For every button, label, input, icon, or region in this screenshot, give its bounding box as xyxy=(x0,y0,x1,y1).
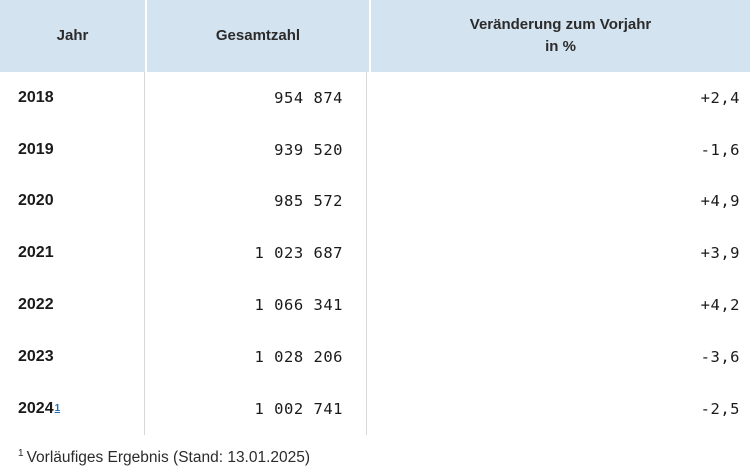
footnote-marker: 1 xyxy=(18,448,24,459)
footnote: 1 Vorläufiges Ergebnis (Stand: 13.01.2025… xyxy=(18,448,310,467)
table-row: 2022 1 066 341 +4,2 xyxy=(0,279,750,331)
total-cell: 985 572 xyxy=(145,175,367,228)
table-row: 2018 954 874 +2,4 xyxy=(0,72,750,124)
year-cell: 2019 xyxy=(0,123,145,176)
header-year: Jahr xyxy=(0,0,147,72)
year-value: 2024 xyxy=(18,399,54,417)
year-cell: 2022 xyxy=(0,279,145,331)
total-cell: 1 023 687 xyxy=(145,227,367,280)
year-value: 2021 xyxy=(18,244,54,262)
header-change-line1: Veränderung zum Vorjahr xyxy=(469,16,652,33)
year-value: 2019 xyxy=(18,140,54,158)
table-row: 2020 985 572 +4,9 xyxy=(0,175,750,228)
table-row: 2021 1 023 687 +3,9 xyxy=(0,227,750,280)
total-cell: 939 520 xyxy=(145,123,367,176)
header-change-line2: in % xyxy=(545,38,576,55)
year-cell: 2018 xyxy=(0,72,145,124)
year-cell: 2021 xyxy=(0,227,145,280)
header-change: Veränderung zum Vorjahr in % xyxy=(371,0,750,72)
year-value: 2020 xyxy=(18,192,54,210)
change-cell: +4,9 xyxy=(700,192,740,211)
year-cell: 2020 xyxy=(0,175,145,228)
table-header: Jahr Gesamtzahl Veränderung zum Vorjahr … xyxy=(0,0,750,72)
total-cell: 1 028 206 xyxy=(145,330,367,383)
total-cell: 954 874 xyxy=(145,72,367,124)
change-cell: -1,6 xyxy=(700,140,740,159)
table-row: 2019 939 520 -1,6 xyxy=(0,123,750,176)
total-cell: 1 066 341 xyxy=(145,279,367,331)
data-table: Jahr Gesamtzahl Veränderung zum Vorjahr … xyxy=(0,0,750,435)
change-cell: +4,2 xyxy=(700,296,740,315)
header-total: Gesamtzahl xyxy=(147,0,371,72)
table-row: 2024 1 1 002 741 -2,5 xyxy=(0,382,750,435)
year-value: 2018 xyxy=(18,88,54,106)
change-cell: +3,9 xyxy=(700,244,740,263)
year-cell: 2024 1 xyxy=(0,382,145,435)
total-cell: 1 002 741 xyxy=(145,382,367,435)
footnote-text: Vorläufiges Ergebnis (Stand: 13.01.2025) xyxy=(26,449,311,467)
year-cell: 2023 xyxy=(0,330,145,383)
change-cell: -2,5 xyxy=(700,399,740,418)
year-value: 2022 xyxy=(18,296,54,314)
year-value: 2023 xyxy=(18,347,54,365)
table-row: 2023 1 028 206 -3,6 xyxy=(0,330,750,383)
change-cell: +2,4 xyxy=(700,88,740,107)
change-cell: -3,6 xyxy=(700,347,740,366)
table-body: 2018 954 874 +2,4 2019 939 520 -1,6 2020 985 57… xyxy=(0,72,750,435)
